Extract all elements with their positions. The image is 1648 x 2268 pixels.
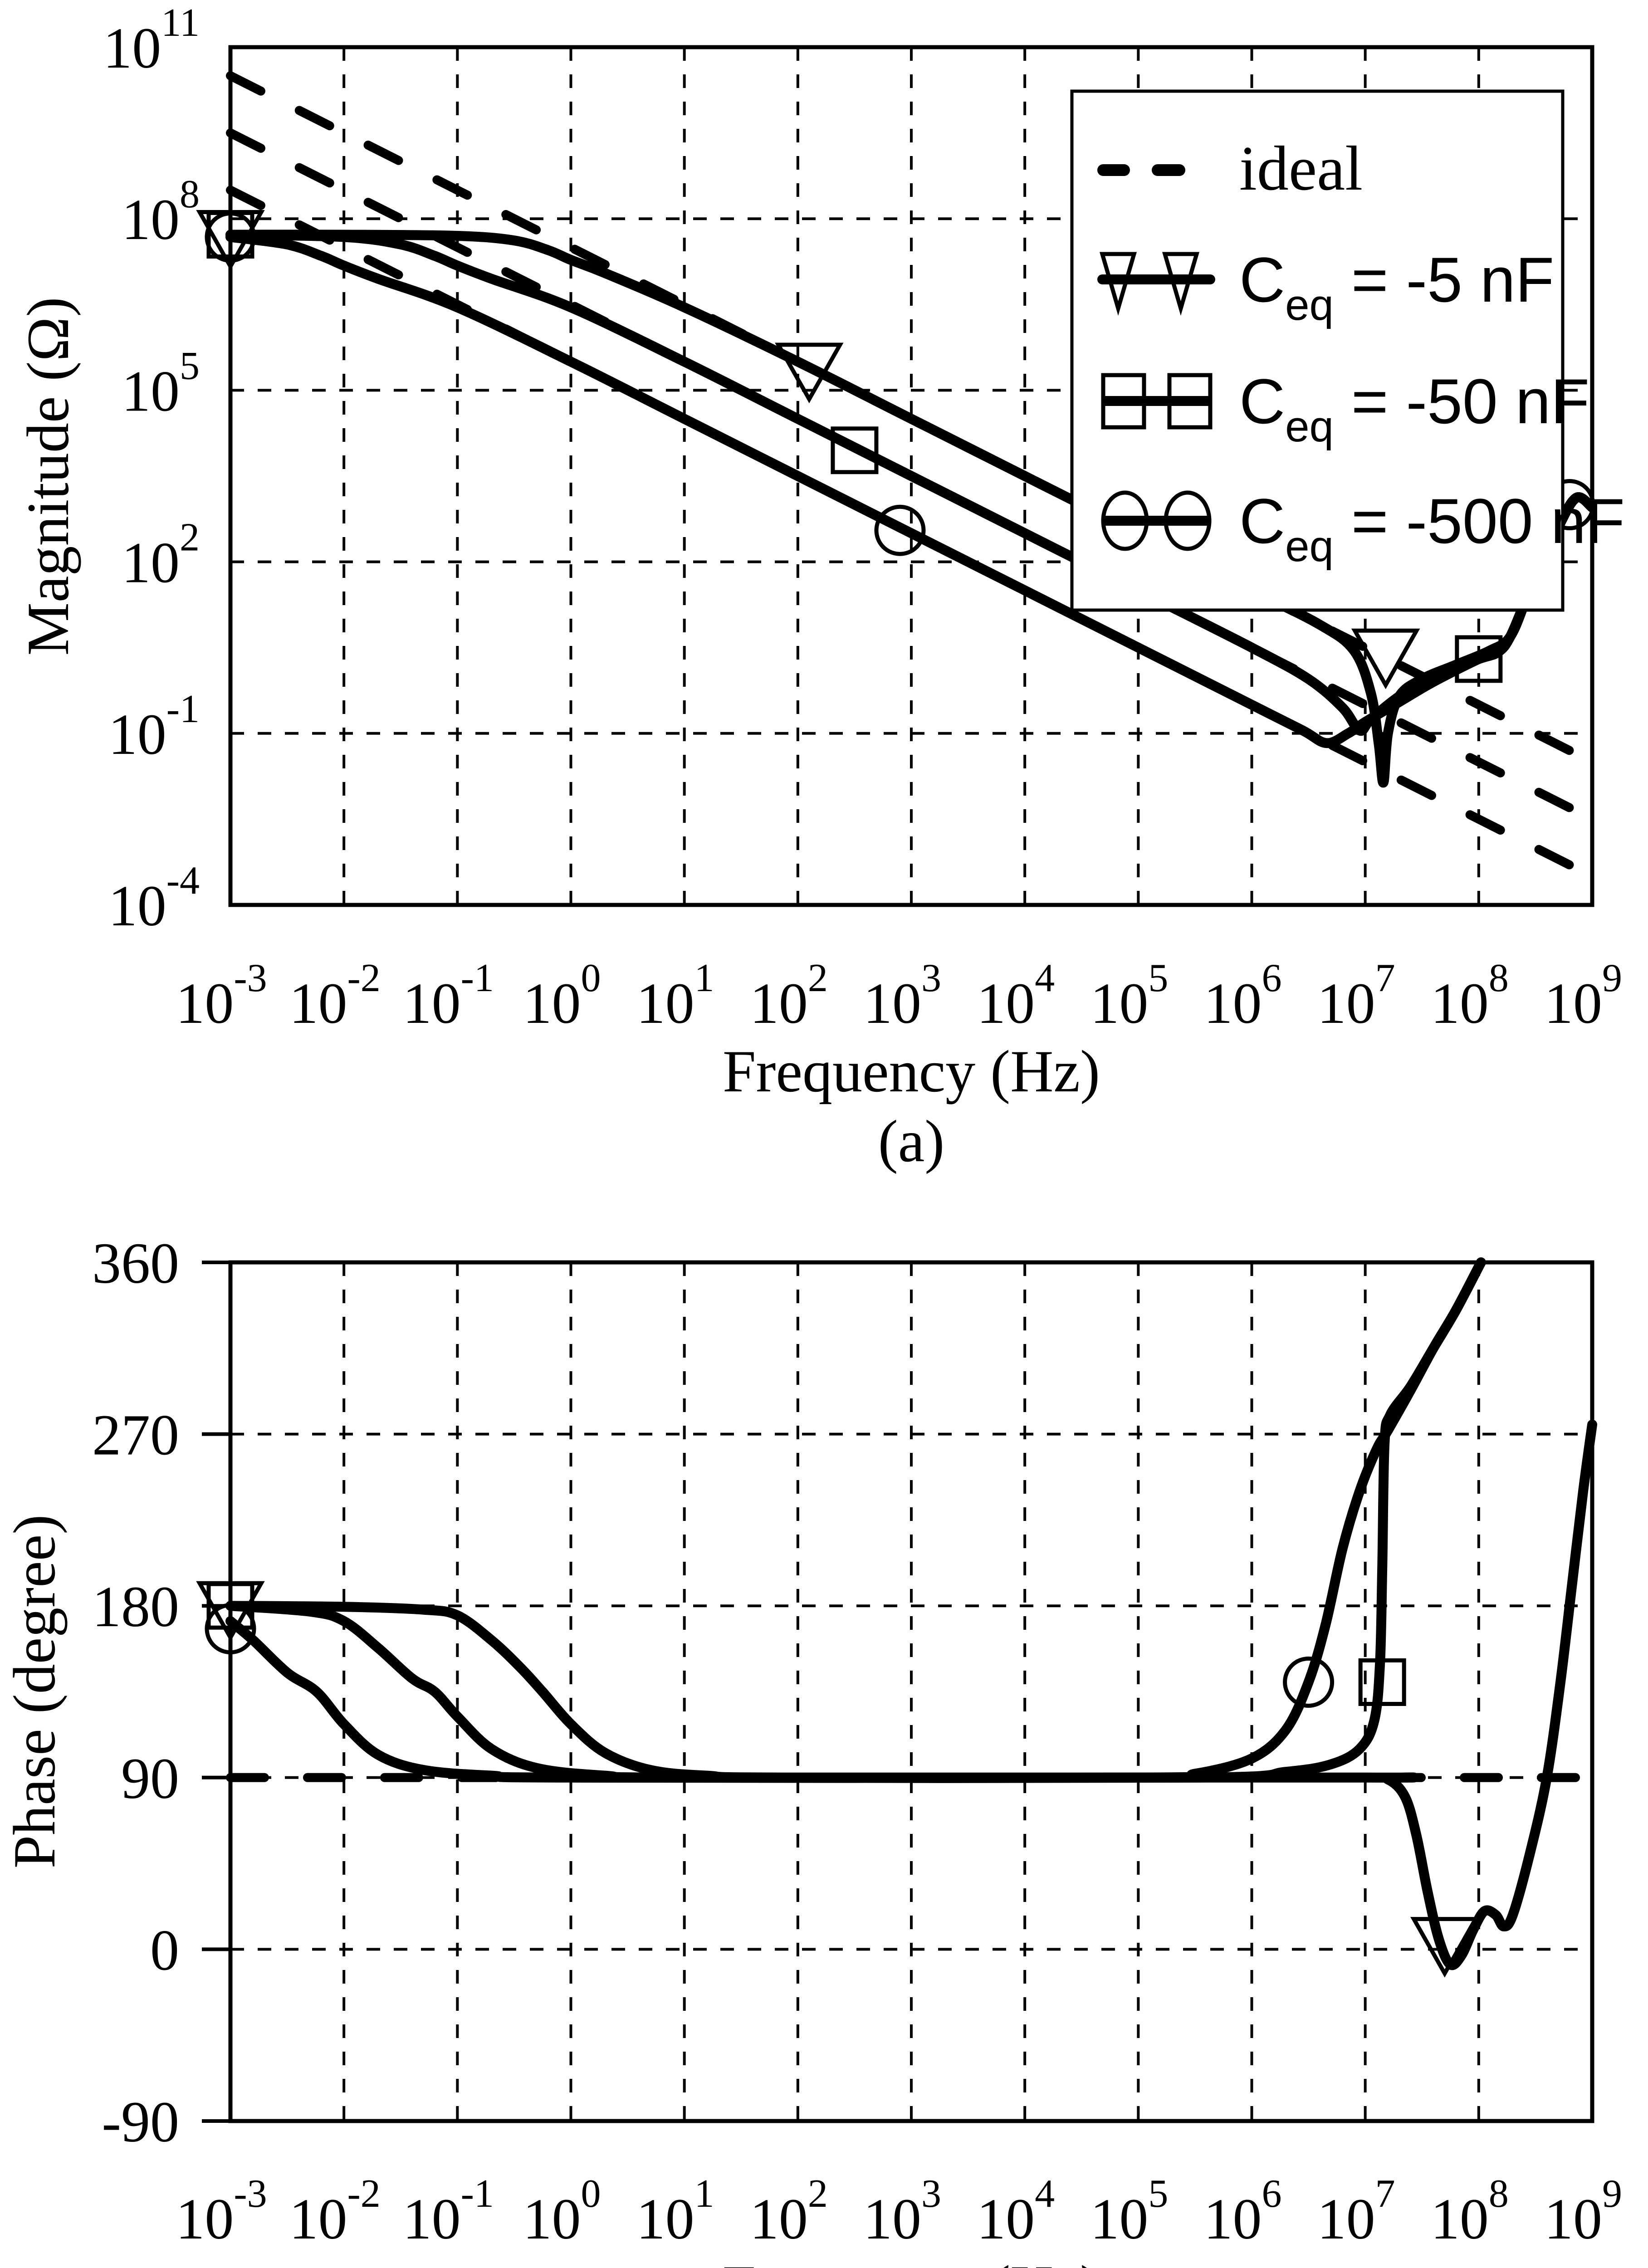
x-tick-label: 104 xyxy=(977,956,1055,1036)
y-tick-label: 0 xyxy=(150,1918,179,1982)
x-tick-label: 102 xyxy=(750,956,828,1036)
magnitude-y-axis-title: Magnitude (Ω) xyxy=(15,297,81,656)
magnitude-plot-frame xyxy=(228,45,1594,907)
ideal-line xyxy=(226,71,1597,767)
magnitude-markers xyxy=(196,210,1595,689)
y-tick-label: 10-4 xyxy=(108,859,200,938)
circle-icon xyxy=(874,504,926,556)
phase-y-tick-labels: -90 0 90 180 270 360 xyxy=(92,1231,230,2154)
ideal-line xyxy=(226,186,1597,881)
x-tick-label: 104 xyxy=(977,2172,1055,2251)
phase-y-axis-title: Phase (degree) xyxy=(1,1515,68,1869)
legend-label-500nf: Ceq = -500 nF xyxy=(1239,485,1625,571)
y-tick-label: 180 xyxy=(92,1574,179,1639)
x-tick-label: 101 xyxy=(636,2172,714,2251)
x-tick-label: 106 xyxy=(1204,956,1282,1036)
magnitude-plot: 10-3 10-2 10-1 100 101 102 103 104 105 106 107 108 1… xyxy=(15,1,1625,1174)
circle-icon xyxy=(1101,490,1149,551)
y-tick-label: 90 xyxy=(121,1746,179,1811)
legend-item-50nf: Ceq = -50 nF xyxy=(1101,366,1589,451)
y-tick-label: 105 xyxy=(122,344,200,423)
x-tick-label: 10-3 xyxy=(176,2172,267,2251)
circle-icon xyxy=(1164,490,1212,551)
triangle-down-icon xyxy=(1410,1917,1479,1978)
ideal-line xyxy=(226,128,1597,824)
triangle-down-icon xyxy=(1351,628,1420,689)
phase-curves xyxy=(225,1257,1597,1970)
triangle-down-icon xyxy=(1100,252,1137,316)
magnitude-x-axis-title: Frequency (Hz) xyxy=(723,1038,1100,1105)
square-icon xyxy=(1358,1658,1406,1706)
x-tick-label: 106 xyxy=(1204,2172,1282,2251)
y-tick-label: 108 xyxy=(122,172,200,252)
triangle-down-icon xyxy=(775,342,844,404)
legend-label-50nf: Ceq = -50 nF xyxy=(1239,366,1589,451)
phase-x-axis-title: Frequency (Hz) xyxy=(723,2253,1100,2268)
magnitude-x-tick-labels: 10-3 10-2 10-1 100 101 102 103 104 105 106 107 108 1… xyxy=(176,956,1622,1036)
x-tick-label: 108 xyxy=(1431,2172,1509,2251)
legend: ideal Ceq = -5 nF Ceq = -50 nF Ceq = -50… xyxy=(1070,89,1625,612)
phase-plot: 10-3 10-2 10-1 100 101 102 103 104 105 106 107 108 1… xyxy=(1,1231,1622,2268)
panel-a-caption: (a) xyxy=(878,1108,945,1174)
y-tick-label: 360 xyxy=(92,1231,179,1295)
x-tick-label: 107 xyxy=(1317,2172,1395,2251)
x-tick-label: 100 xyxy=(523,956,601,1036)
x-tick-label: 105 xyxy=(1090,2172,1168,2251)
series-line xyxy=(225,1257,1486,1783)
circle-icon xyxy=(1283,1656,1335,1708)
series-line xyxy=(225,1419,1597,1970)
phase-grid xyxy=(230,1262,1592,2121)
y-tick-label: 10-1 xyxy=(108,687,200,767)
x-tick-label: 10-2 xyxy=(289,2172,381,2251)
x-tick-label: 101 xyxy=(636,956,714,1036)
x-tick-label: 10-3 xyxy=(176,956,267,1036)
phase-plot-frame xyxy=(228,1260,1594,2123)
legend-label-5nf: Ceq = -5 nF xyxy=(1239,244,1554,329)
x-tick-label: 10-1 xyxy=(403,2172,494,2251)
square-icon xyxy=(831,426,879,474)
y-tick-label: -90 xyxy=(102,2090,179,2154)
legend-label-ideal: ideal xyxy=(1239,133,1363,204)
x-tick-label: 105 xyxy=(1090,956,1168,1036)
magnitude-y-tick-labels: 10-4 10-1 102 105 108 1011 xyxy=(103,1,200,938)
x-tick-label: 102 xyxy=(750,2172,828,2251)
x-tick-label: 10-1 xyxy=(403,956,494,1036)
x-tick-label: 100 xyxy=(523,2172,601,2251)
y-tick-label: 270 xyxy=(92,1403,179,1467)
y-tick-label: 102 xyxy=(122,516,200,595)
x-tick-label: 107 xyxy=(1317,956,1395,1036)
x-tick-label: 109 xyxy=(1544,2172,1622,2251)
square-icon xyxy=(1167,373,1213,430)
triangle-down-icon xyxy=(1162,252,1199,316)
x-tick-label: 103 xyxy=(863,2172,941,2251)
square-icon xyxy=(1101,373,1146,430)
x-tick-label: 103 xyxy=(863,956,941,1036)
x-tick-label: 109 xyxy=(1544,956,1622,1036)
magnitude-ideal-lines xyxy=(226,71,1597,881)
phase-x-tick-labels: 10-3 10-2 10-1 100 101 102 103 104 105 106 107 108 1… xyxy=(176,2172,1622,2251)
y-tick-label: 1011 xyxy=(103,1,200,80)
legend-item-5nf: Ceq = -5 nF xyxy=(1097,244,1554,329)
x-tick-label: 108 xyxy=(1431,956,1509,1036)
legend-item-ideal: ideal xyxy=(1097,133,1363,204)
legend-item-500nf: Ceq = -500 nF xyxy=(1101,485,1625,571)
x-tick-label: 10-2 xyxy=(289,956,381,1036)
square-icon xyxy=(1455,635,1503,683)
